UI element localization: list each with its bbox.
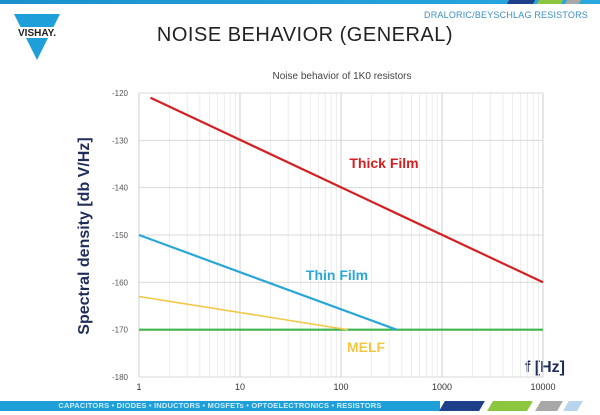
x-axis-label: f [Hz] [525, 359, 565, 376]
y-tick-label: -120 [112, 89, 129, 98]
noise-chart: Noise behavior of 1K0 resistors Spectral… [76, 71, 565, 392]
footer-accent-light [563, 401, 583, 411]
vishay-logo: VISHAY. [12, 14, 62, 60]
chart-title: Noise behavior of 1K0 resistors [273, 71, 412, 82]
footer-bar: CAPACITORS • DIODES • INDUCTORS • MOSFET… [0, 401, 600, 411]
x-tick-label: 10000 [530, 382, 555, 392]
series-line-melf [138, 295, 349, 331]
y-tick-label: -170 [112, 326, 129, 335]
footer-accent-navy [439, 401, 485, 411]
x-tick-label: 100 [333, 382, 348, 392]
footer-tagline: CAPACITORS • DIODES • INDUCTORS • MOSFET… [0, 401, 440, 411]
series-line-thin-film [138, 233, 397, 331]
y-tick-label: -150 [112, 231, 129, 240]
top-accent-bar [0, 0, 600, 4]
y-axis-label: Spectral density [db V/Hz] [76, 137, 93, 334]
footer-accent-gray [535, 401, 563, 411]
x-tick-label: 1 [136, 382, 141, 392]
y-tick-label: -130 [112, 136, 129, 145]
y-tick-label: -180 [112, 373, 129, 382]
x-tick-label: 10 [235, 382, 245, 392]
series-label-thick-film: Thick Film [349, 155, 418, 171]
y-tick-label: -160 [112, 278, 129, 287]
series-label-thin-film: Thin Film [306, 267, 368, 283]
page-title: NOISE BEHAVIOR (GENERAL) [156, 24, 454, 46]
series-label-melf: MELF [347, 339, 386, 355]
y-tick-label: -140 [112, 184, 129, 193]
footer-accent-green [487, 401, 533, 411]
svg-text:VISHAY.: VISHAY. [18, 28, 56, 39]
series-line-thick-film [150, 96, 544, 284]
division-label: DRALORIC/BEYSCHLAG RESISTORS [424, 10, 588, 20]
x-tick-label: 1000 [432, 382, 452, 392]
